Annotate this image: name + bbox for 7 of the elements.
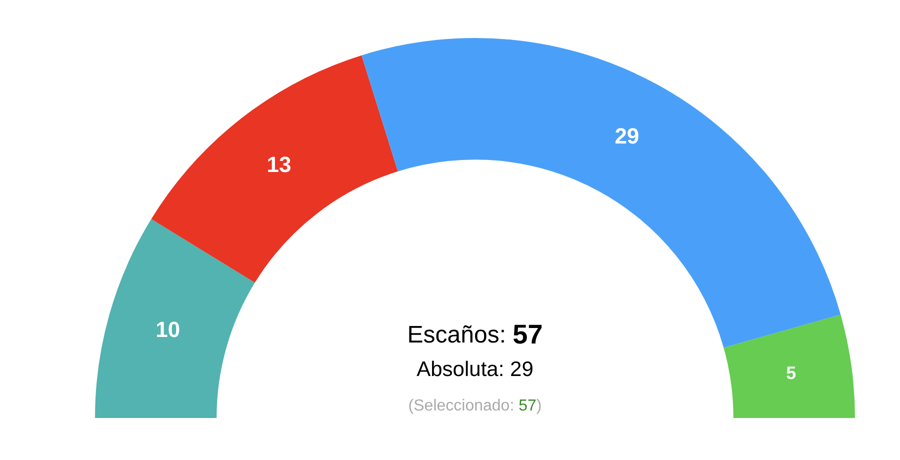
text: (Seleccionado: 57) [408,397,542,414]
data-label: 29 [614,123,640,148]
text: Absoluta: 29 [416,358,534,381]
data-label: 13 [266,152,292,178]
text: Escaños: 57 [407,319,543,350]
data-label: 10 [156,317,180,342]
data-label: 5 [786,363,796,384]
